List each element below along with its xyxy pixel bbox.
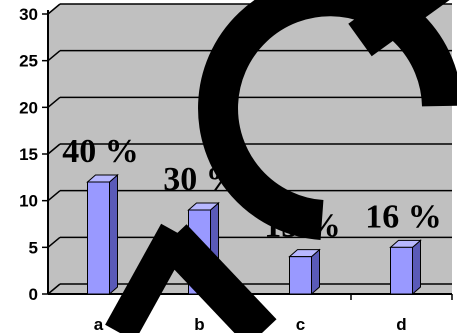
y-tick-label: 25 — [19, 52, 38, 71]
gridline-depth — [47, 3, 61, 15]
x-tick-label: c — [296, 315, 305, 333]
gridline-depth — [47, 236, 61, 248]
y-tick-label: 0 — [29, 285, 38, 304]
watermark-stroke — [105, 223, 191, 333]
bar — [87, 181, 110, 295]
gridline-depth — [47, 50, 61, 62]
gridline-depth — [47, 283, 61, 295]
bar — [390, 246, 413, 295]
y-tick-label: 30 — [19, 5, 38, 24]
y-tick-label: 5 — [29, 238, 38, 257]
watermark-stroke — [157, 224, 277, 333]
x-tick-label: a — [94, 315, 104, 333]
bar-side — [412, 239, 421, 296]
gridline-depth — [47, 143, 61, 155]
gridline-depth — [47, 190, 61, 202]
data-label: 16 % — [365, 198, 442, 235]
data-label: 40 % — [62, 133, 139, 170]
watermark-arc — [198, 0, 457, 240]
y-tick-label: 10 — [19, 192, 38, 211]
bar-side — [311, 248, 320, 296]
bar-side — [109, 173, 118, 296]
y-tick-label: 20 — [19, 98, 38, 117]
x-tick-label: b — [194, 315, 204, 333]
bar — [289, 256, 312, 295]
x-tick-label: d — [396, 315, 406, 333]
watermark-stroke — [348, 0, 450, 57]
y-tick-label: 15 — [19, 145, 38, 164]
gridline-depth — [47, 96, 61, 108]
